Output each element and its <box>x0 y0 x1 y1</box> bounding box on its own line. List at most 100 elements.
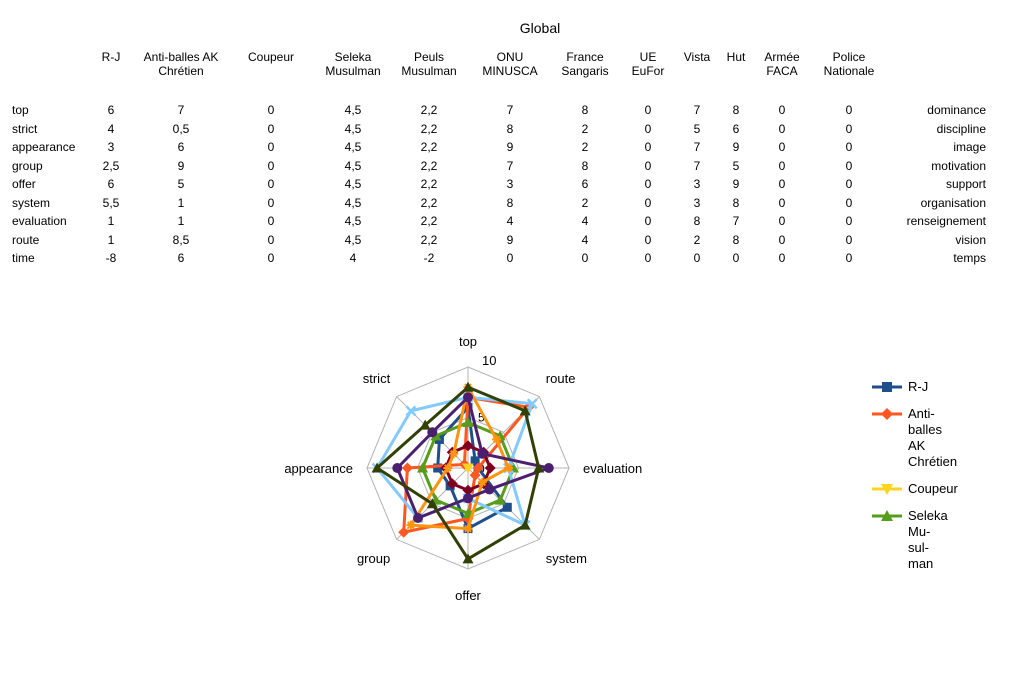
data-point <box>417 462 429 473</box>
axis-label: top <box>459 334 477 349</box>
table-cell: 2,2 <box>420 195 438 210</box>
table-cell: 9 <box>732 140 740 154</box>
data-point <box>443 463 453 473</box>
table-cell: 0 <box>778 103 786 117</box>
table-cell: 0 <box>644 232 652 247</box>
table-cell: 0 <box>267 103 275 117</box>
table-cell: 0 <box>644 195 652 210</box>
row-right-label: renseignement <box>906 214 986 228</box>
legend-swatch <box>872 484 902 495</box>
table-cell: 0 <box>644 103 652 117</box>
column-header: Anti-balles AK Chrétien <box>143 50 219 78</box>
table-cell: 5,5 <box>102 195 120 210</box>
table-cell: 4,5 <box>344 158 362 173</box>
table-cell: 6 <box>581 177 589 191</box>
table-cell: 5 <box>693 121 701 136</box>
table-cell: 0 <box>644 140 652 154</box>
data-point <box>426 498 438 509</box>
column-header: Vista <box>683 50 711 64</box>
table-cell: 0 <box>845 214 853 228</box>
column-header: Armée FACA <box>764 50 800 78</box>
table-cell: 9 <box>732 177 740 191</box>
table-cell: 0 <box>845 195 853 210</box>
table-cell: 0 <box>644 214 652 228</box>
table-cell: 2,2 <box>420 177 438 191</box>
data-point <box>477 477 487 487</box>
table-cell: 0 <box>778 195 786 210</box>
legend-swatch <box>872 408 902 420</box>
table-cell: 0 <box>267 214 275 228</box>
data-point <box>492 434 502 444</box>
table-cell: 0 <box>778 140 786 154</box>
data-point <box>405 405 417 417</box>
table-cell: 0 <box>267 121 275 136</box>
table-cell: 5 <box>177 177 185 191</box>
column-header: Peuls Musulman <box>401 50 457 78</box>
axis-label: system <box>546 551 587 566</box>
legend-label: Anti-balles AK Chrétien <box>908 406 958 469</box>
table-cell: 2,2 <box>420 214 438 228</box>
data-point <box>519 405 531 416</box>
data-point <box>469 469 481 481</box>
row-label: strict <box>12 121 38 136</box>
table-cell: 0 <box>267 232 275 247</box>
scale-label-max: 10 <box>482 353 496 368</box>
table-cell: 0 <box>732 251 740 265</box>
table-cell: 0 <box>845 158 853 173</box>
table-cell: 4,5 <box>344 195 362 210</box>
table-cell: 4,5 <box>344 214 362 228</box>
table-cell: 0 <box>778 214 786 228</box>
legend-swatch <box>872 510 902 521</box>
legend-swatch <box>872 382 902 392</box>
data-point <box>413 512 424 523</box>
table-cell: 3 <box>693 195 701 210</box>
data-point <box>502 502 512 512</box>
table-cell: 0 <box>693 251 701 265</box>
row-right-label: discipline <box>936 121 986 136</box>
column-header: UE EuFor <box>631 50 665 78</box>
data-point <box>462 381 474 392</box>
table-cell: 0 <box>845 121 853 136</box>
row-right-label: dominance <box>927 103 986 117</box>
row-right-label: vision <box>955 232 986 247</box>
data-point <box>533 462 545 473</box>
legend-marker <box>881 408 893 420</box>
table-cell: 2,2 <box>420 121 438 136</box>
table-cell: 1 <box>107 214 115 228</box>
table-cell: 8 <box>581 103 589 117</box>
table-cell: 0 <box>845 232 853 247</box>
data-point <box>462 484 474 496</box>
table-cell: 0 <box>778 121 786 136</box>
table-cell: 0,5 <box>172 121 190 136</box>
data-point <box>401 462 413 474</box>
data-point <box>371 462 383 473</box>
table-cell: 4 <box>349 251 357 265</box>
table-cell: 2,2 <box>420 103 438 117</box>
axis-label: route <box>546 371 576 386</box>
data-point <box>463 392 473 403</box>
column-header: France Sangaris <box>561 50 609 78</box>
data-point <box>494 494 506 505</box>
data-point <box>398 526 410 538</box>
data-point <box>462 440 474 452</box>
data-point <box>462 553 474 564</box>
data-point <box>462 463 474 474</box>
table-cell: 0 <box>778 158 786 173</box>
table-cell: 0 <box>267 195 275 210</box>
axis-label: strict <box>363 371 391 386</box>
axis-label: group <box>357 551 390 566</box>
table-cell: 7 <box>732 214 740 228</box>
table-cell: 1 <box>177 214 185 228</box>
data-point <box>433 463 443 473</box>
table-cell: 9 <box>177 158 185 173</box>
table-cell: 8 <box>506 195 514 210</box>
axis-label: evaluation <box>583 461 642 476</box>
table-cell: 8 <box>732 195 740 210</box>
row-right-label: motivation <box>931 158 986 173</box>
table-cell: 2 <box>581 140 589 154</box>
legend-label: Seleka Mu-sul-man <box>908 508 948 571</box>
table-cell: 7 <box>506 103 514 117</box>
data-point <box>462 417 474 428</box>
data-point <box>543 463 554 473</box>
